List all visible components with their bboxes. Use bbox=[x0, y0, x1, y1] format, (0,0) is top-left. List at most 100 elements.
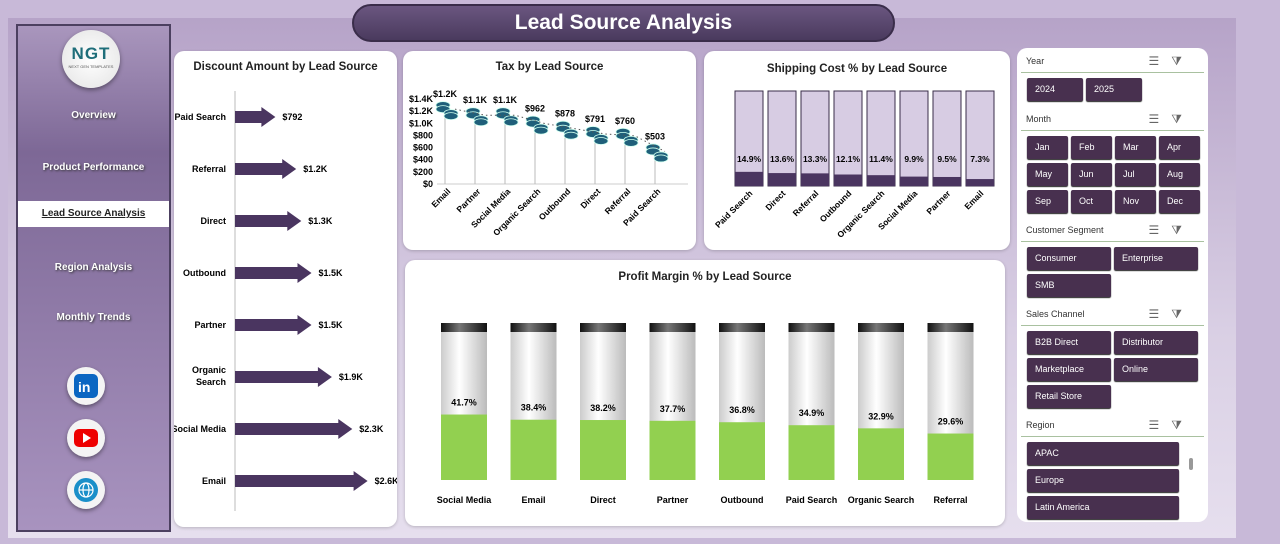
nav-monthly-trends[interactable]: Monthly Trends bbox=[56, 312, 131, 323]
y-tick-label: $200 bbox=[413, 167, 433, 177]
page-title: Lead Source Analysis bbox=[352, 4, 895, 42]
slicer-item[interactable]: APAC bbox=[1027, 442, 1179, 465]
slicer-item[interactable]: Jan bbox=[1027, 136, 1068, 159]
arrow-bar bbox=[235, 263, 312, 283]
coin-stack-icon bbox=[593, 137, 609, 145]
slicer-item[interactable]: Apr bbox=[1159, 136, 1200, 159]
category-label: Outbound bbox=[183, 268, 226, 278]
profit-chart-card: Profit Margin % by Lead Source 41.7% Soci… bbox=[405, 260, 1005, 526]
y-tick-label: $400 bbox=[413, 155, 433, 165]
multi-select-icon[interactable]: ☰ bbox=[1148, 54, 1172, 68]
arrow-bar bbox=[235, 211, 302, 231]
category-label: Email bbox=[429, 186, 452, 209]
slicer-item[interactable]: Nov bbox=[1115, 190, 1156, 213]
bar-fill bbox=[510, 419, 557, 480]
clear-filter-icon[interactable]: ⧩ bbox=[1171, 223, 1194, 237]
category-label: Paid Search bbox=[713, 188, 754, 229]
data-label: $962 bbox=[525, 104, 545, 114]
multi-select-icon[interactable]: ☰ bbox=[1148, 418, 1172, 432]
y-tick-label: $800 bbox=[413, 130, 433, 140]
y-tick-label: $0 bbox=[423, 179, 433, 189]
bar-track bbox=[734, 90, 764, 187]
bar-track bbox=[932, 90, 962, 187]
y-tick-label: $1.0K bbox=[409, 118, 434, 128]
data-label: $503 bbox=[645, 131, 665, 141]
nav-lead-source-analysis[interactable]: Lead Source Analysis bbox=[18, 201, 169, 227]
data-label: $1.1K bbox=[493, 95, 518, 105]
youtube-button[interactable] bbox=[67, 419, 105, 457]
nav-product-performance[interactable]: Product Performance bbox=[42, 162, 145, 173]
data-label: 32.9% bbox=[868, 411, 894, 421]
bar-track bbox=[899, 90, 929, 187]
slicer-item[interactable]: Retail Store bbox=[1027, 385, 1111, 408]
data-label: 29.6% bbox=[938, 417, 964, 427]
cylinder-cap bbox=[927, 323, 974, 332]
slicer-item[interactable]: 2025 bbox=[1086, 78, 1142, 101]
website-button[interactable] bbox=[67, 471, 105, 509]
coin-stack-icon bbox=[503, 118, 519, 127]
slicer-panel: Year ☰⧩ 2024 2025 Month ☰⧩ Jan Feb Mar Apr May Jun J… bbox=[1017, 48, 1208, 522]
category-label: Partner bbox=[194, 320, 226, 330]
slicer-item[interactable]: Distributor bbox=[1114, 331, 1198, 354]
nav-overview[interactable]: Overview bbox=[71, 110, 116, 121]
slicer-item[interactable]: Jul bbox=[1115, 163, 1156, 186]
slicer-item[interactable]: May bbox=[1027, 163, 1068, 186]
divider bbox=[1021, 130, 1204, 131]
multi-select-icon[interactable]: ☰ bbox=[1148, 307, 1172, 321]
linkedin-icon: in bbox=[74, 374, 98, 398]
nav-region-analysis[interactable]: Region Analysis bbox=[54, 262, 133, 273]
tax-chart-card: Tax by Lead Source $0 $200 $400 $600 $800 $1.… bbox=[403, 51, 696, 250]
slicer-item[interactable]: Europe bbox=[1027, 469, 1179, 492]
slicer-item[interactable]: Marketplace bbox=[1027, 358, 1111, 381]
slicer-item[interactable]: Dec bbox=[1159, 190, 1200, 213]
data-label: 34.9% bbox=[799, 408, 825, 418]
slicer-item[interactable]: 2024 bbox=[1027, 78, 1083, 101]
bar-fill bbox=[927, 433, 974, 480]
data-label: 11.4% bbox=[869, 154, 893, 164]
category-label: Search bbox=[196, 377, 226, 387]
bar-track bbox=[866, 90, 896, 187]
clear-filter-icon[interactable]: ⧩ bbox=[1171, 418, 1194, 432]
slicer-item[interactable]: SMB bbox=[1027, 274, 1111, 297]
discount-chart-card: Discount Amount by Lead Source Paid Sear… bbox=[174, 51, 397, 527]
data-label: $1.5K bbox=[319, 320, 344, 330]
arrow-bar bbox=[235, 367, 332, 387]
region-scrollbar[interactable] bbox=[1189, 458, 1193, 470]
linkedin-button[interactable]: in bbox=[67, 367, 105, 405]
slicer-item[interactable]: Online bbox=[1114, 358, 1198, 381]
slicer-item[interactable]: Sep bbox=[1027, 190, 1068, 213]
category-label: Outbound bbox=[537, 186, 573, 222]
category-label: Direct bbox=[578, 186, 602, 210]
bar-track bbox=[833, 90, 863, 187]
data-label: 38.2% bbox=[590, 403, 616, 413]
category-label: Partner bbox=[454, 186, 483, 215]
slicer-item[interactable]: Aug bbox=[1159, 163, 1200, 186]
bar-fill bbox=[768, 173, 796, 186]
clear-filter-icon[interactable]: ⧩ bbox=[1171, 112, 1194, 126]
slicer-item[interactable]: Oct bbox=[1071, 190, 1112, 213]
slicer-item[interactable]: Consumer bbox=[1027, 247, 1111, 270]
slicer-item[interactable]: Enterprise bbox=[1114, 247, 1198, 270]
divider bbox=[1021, 325, 1204, 326]
shipping-chart-card: Shipping Cost % by Lead Source 14.9% Paid… bbox=[704, 51, 1010, 250]
category-label: Direct bbox=[200, 216, 226, 226]
bar-fill bbox=[966, 179, 994, 186]
data-label: $2.6K bbox=[375, 476, 397, 486]
arrow-bar bbox=[235, 471, 368, 491]
bar-fill bbox=[858, 428, 904, 480]
cylinder-cap bbox=[788, 323, 835, 332]
bar-fill bbox=[580, 420, 626, 480]
slicer-item[interactable]: Latin America bbox=[1027, 496, 1179, 519]
slicer-item[interactable]: Feb bbox=[1071, 136, 1112, 159]
multi-select-icon[interactable]: ☰ bbox=[1148, 223, 1172, 237]
multi-select-icon[interactable]: ☰ bbox=[1148, 112, 1172, 126]
coin-stack-icon bbox=[473, 118, 489, 127]
slicer-item[interactable]: Jun bbox=[1071, 163, 1112, 186]
slicer-item[interactable]: B2B Direct bbox=[1027, 331, 1111, 354]
slicer-item[interactable]: Mar bbox=[1115, 136, 1156, 159]
clear-filter-icon[interactable]: ⧩ bbox=[1171, 54, 1194, 68]
clear-filter-icon[interactable]: ⧩ bbox=[1171, 307, 1194, 321]
category-label: Referral bbox=[603, 186, 633, 216]
cylinder-cap bbox=[858, 323, 904, 332]
y-tick-label: $600 bbox=[413, 143, 433, 153]
